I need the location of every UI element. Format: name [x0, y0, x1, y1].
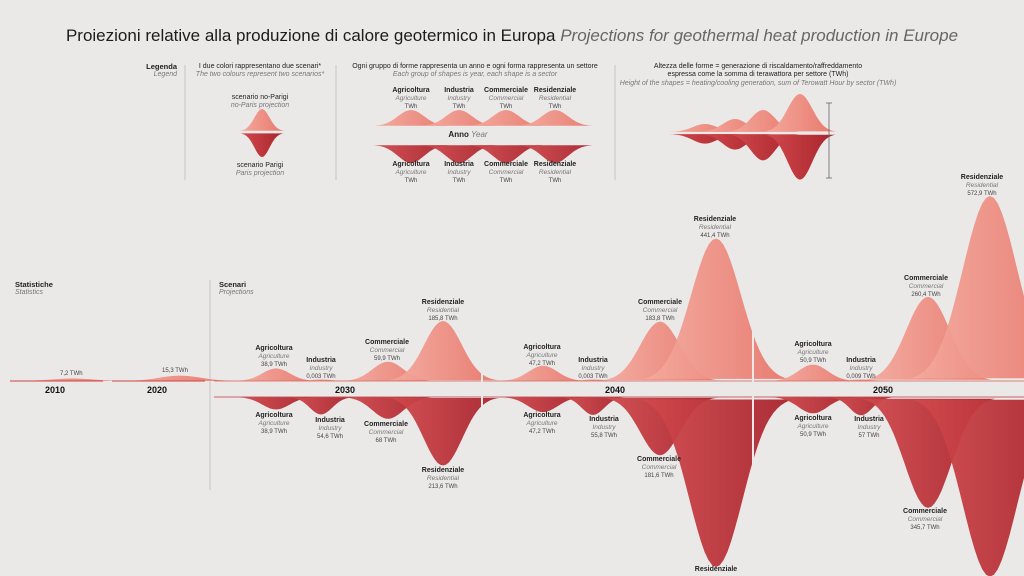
label-2040-res-top: Residenziale Residential 441,4 TWh — [693, 216, 737, 239]
year-label-2020: 2020 — [146, 385, 168, 395]
label-2050-agri-bottom: Agricoltura Agriculture 50,9 TWh — [794, 415, 832, 438]
shape-2040-paris-industry — [560, 397, 626, 415]
stat-shape-2020 — [120, 375, 240, 381]
year-label-2030: 2030 — [334, 385, 356, 395]
year-label-2010: 2010 — [44, 385, 66, 395]
shape-2030-paris-agriculture — [236, 397, 316, 410]
label-2030-ind-bottom: Industria Industry 54,6 TWh — [315, 417, 345, 440]
legend-paris-shape — [240, 133, 284, 157]
legend-no-paris: scenario no-Parigi — [231, 94, 289, 101]
page-title: Proiezioni relative alla produzione di c… — [65, 26, 959, 45]
shape-2030-no-paris-agriculture — [236, 368, 316, 381]
shape-2050-no-paris-residential — [911, 196, 1024, 379]
legend-sector-com-top: Commerciale Commercial TWh — [484, 87, 528, 110]
legend-paris: scenario Parigi — [236, 162, 284, 169]
legend-sector-shape-bottom-2 — [468, 145, 544, 163]
legend-sector-agri-top: Agricoltura Agriculture TWh — [392, 87, 430, 110]
legend-colors-text: I due colori rappresentano due scenari* — [198, 63, 322, 70]
statistics-heading-en: Statistics — [15, 289, 44, 296]
label-2050-com-top: Commerciale Commercial 260,4 TWh — [904, 275, 948, 298]
label-2030-res-top: Residenziale Residential 185,8 TWh — [421, 299, 465, 322]
legend-sector-shape-top-1 — [421, 110, 497, 126]
legend-sector-shape-bottom-3 — [517, 145, 593, 163]
label-2040-ind-top: Industria Industry 0,003 TWh — [578, 357, 608, 380]
label-2040-agri-bottom: Agricoltura Agriculture 47,2 TWh — [523, 412, 561, 435]
label-2040-res-bottom: Residenziale — [694, 566, 738, 573]
legend-height-text-2: espressa come la somma di terawattora pe… — [667, 71, 849, 78]
legend-height-text-1: Altezza delle forme = generazione di ris… — [653, 63, 863, 70]
legend-no-paris-en: no-Paris projection — [230, 102, 290, 109]
legend-colors-text-en: The two colours represent two scenarios* — [195, 71, 325, 78]
label-2040-com-bottom: Commerciale Commercial 181,6 TWh — [637, 456, 681, 479]
legend-sector-agri-bottom: Agricoltura Agriculture TWh — [392, 161, 430, 184]
shape-2030-paris-industry — [288, 397, 354, 415]
legend-sector-res-bottom: Residenziale Residential TWh — [533, 161, 577, 184]
stat-2010-value: 7,2 TWh — [60, 371, 83, 377]
legend-sector-res-top: Residenziale Residential TWh — [533, 87, 577, 110]
label-2050-com-bottom: Commerciale Commercial 345,7 TWh — [903, 508, 947, 531]
label-2030-com-bottom: Commerciale Commercial 68 TWh — [364, 421, 408, 444]
label-2030-res-bottom: Residenziale Residential 213,6 TWh — [421, 467, 465, 490]
legend-heading: Legenda — [146, 62, 177, 71]
legend-heading-en: Legend — [153, 71, 177, 78]
shape-2040-paris-residential — [639, 399, 793, 567]
label-2030-agri-top: Agricoltura Agriculture 38,9 TWh — [255, 345, 293, 368]
label-2050-ind-top: Industria Industry 0,009 TWh — [846, 357, 876, 380]
label-2030-com-top: Commerciale Commercial 59,9 TWh — [365, 339, 409, 362]
legend-year-band — [367, 126, 567, 145]
legend-groups-text-en: Each group of shapes is year, each shape… — [392, 71, 558, 78]
shape-2040-no-paris-agriculture — [500, 365, 586, 381]
legend-height-shape-top-3 — [764, 94, 836, 132]
legend-height-text-en: Height of the shapes = heating/cooling g… — [619, 80, 897, 87]
projections-heading: Scenari — [219, 280, 247, 289]
stat-shape-2010 — [12, 378, 132, 381]
stat-2020-value: 15,3 TWh — [162, 368, 188, 374]
label-2050-res-top: Residenziale Residential 572,9 TWh — [960, 174, 1004, 197]
legend-sector-shape-top-3 — [517, 110, 593, 126]
label-2040-com-top: Commerciale Commercial 183,8 TWh — [638, 299, 682, 322]
legend-sector-ind-top: Industria Industry TWh — [444, 87, 474, 110]
year-label-2040: 2040 — [604, 385, 626, 395]
projections-heading-en: Projections — [219, 289, 254, 296]
year-label-2050: 2050 — [872, 385, 894, 395]
statistics-heading: Statistiche — [15, 280, 53, 289]
shape-2040-paris-agriculture — [500, 397, 586, 413]
legend-sector-ind-bottom: Industria Industry TWh — [444, 161, 474, 184]
shape-2030-paris-residential — [387, 398, 499, 466]
shape-2050-paris-agriculture — [770, 397, 856, 414]
legend-sector-shape-top-2 — [468, 110, 544, 126]
shape-2030-no-paris-residential — [388, 321, 498, 381]
shape-2050-no-paris-agriculture — [770, 364, 856, 381]
legend-groups-text: Ogni gruppo di forme rappresenta un anno… — [352, 63, 598, 70]
legend-sector-shape-bottom-1 — [421, 145, 497, 163]
label-2050-agri-top: Agricoltura Agriculture 50,9 TWh — [794, 341, 832, 364]
legend-sector-shape-bottom-0 — [373, 145, 449, 163]
year-band — [214, 381, 1024, 397]
legend-year-label: Anno Year — [448, 130, 488, 139]
label-2040-agri-top: Agricoltura Agriculture 47,2 TWh — [523, 344, 561, 367]
label-2030-ind-top: Industria Industry 0,003 TWh — [306, 357, 336, 380]
shape-2050-paris-residential — [912, 399, 1024, 576]
label-2050-ind-bottom: Industria Industry 57 TWh — [854, 416, 884, 439]
legend-paris-en: Paris projection — [235, 170, 285, 177]
label-2040-ind-bottom: Industria Industry 55,8 TWh — [589, 416, 619, 439]
legend-no-paris-shape — [240, 109, 284, 131]
legend-height-shape-bottom-3 — [764, 134, 836, 180]
legend-sector-shape-top-0 — [373, 110, 449, 126]
label-2030-agri-bottom: Agricoltura Agriculture 38,9 TWh — [255, 412, 293, 435]
legend-sector-com-bottom: Commerciale Commercial TWh — [484, 161, 528, 184]
